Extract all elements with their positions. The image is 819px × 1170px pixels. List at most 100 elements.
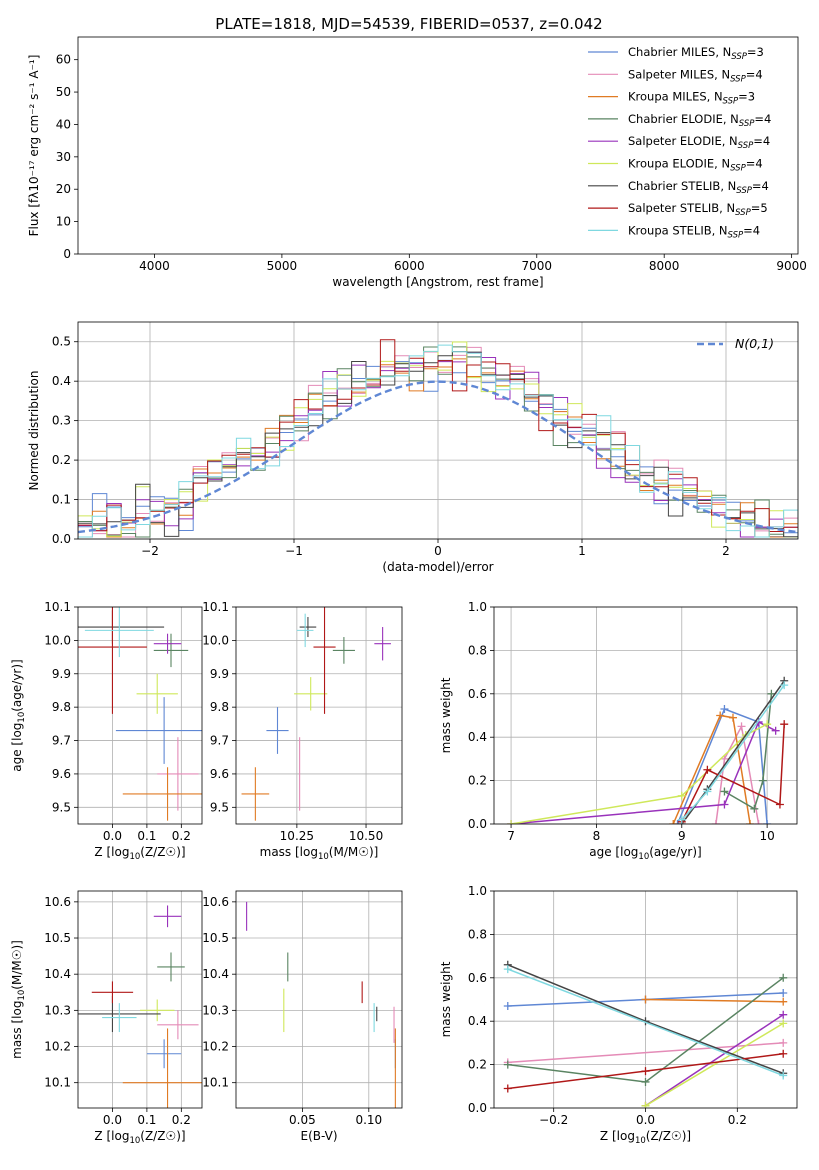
panel-age_vs_Z: 0.0 0.1 0.2 9.5 9.6 9.7 9.8 9.9 10.0 10.1 Z [log10… <box>10 600 203 862</box>
series-marker <box>703 787 712 796</box>
x-tick-label: 0.2 <box>728 1113 747 1127</box>
series-marker <box>750 804 759 813</box>
point-salpeter-stelib <box>91 981 134 1004</box>
series-marker <box>779 1038 788 1047</box>
x-tick-label: 10.50 <box>349 829 383 843</box>
x-tick-label: 6000 <box>394 259 425 273</box>
point-salpeter-elodie <box>153 905 182 928</box>
x-tick-label: 0.0 <box>636 1113 655 1127</box>
series-marker <box>673 820 682 824</box>
series-line <box>645 1014 784 1107</box>
y-tick-label: 0.2 <box>468 1058 487 1072</box>
y-tick-label: 10.3 <box>202 1003 229 1017</box>
series-marker <box>720 787 729 796</box>
y-tick-label: 0.8 <box>468 643 487 657</box>
x-tick-label: 4000 <box>139 259 170 273</box>
plot-area-weight_vs_age <box>507 676 789 824</box>
y-tick-label: 0.4 <box>52 374 71 388</box>
point-salpeter-elodie <box>374 627 391 661</box>
x-tick-label: 5000 <box>267 259 298 273</box>
series-marker <box>728 713 737 722</box>
y-tick-label: 10.1 <box>44 1076 71 1090</box>
point-kroupa-elodie <box>136 673 178 714</box>
y-axis-label: mass [log10(M/M☉)] <box>10 940 27 1059</box>
y-tick-label: 10.4 <box>44 967 71 981</box>
x-tick-label: 7 <box>507 829 515 843</box>
y-tick-label: 40 <box>56 117 71 131</box>
series-salpeter-miles <box>711 722 763 824</box>
series-marker <box>763 820 772 824</box>
point-kroupa-stelib <box>296 613 314 648</box>
series-marker <box>503 1084 512 1093</box>
series-marker <box>677 815 686 824</box>
y-tick-label: 9.8 <box>52 700 71 714</box>
x-tick-label: 0.0 <box>103 1113 122 1127</box>
series-marker <box>775 800 784 809</box>
legend-label: Kroupa ELODIE, NSSP=4 <box>628 157 763 174</box>
plot-area-weight_vs_Z <box>503 960 788 1108</box>
y-tick-label: 0.2 <box>52 453 71 467</box>
y-tick-label: 10 <box>56 215 71 229</box>
panel-spectrum: 4000 5000 6000 7000 8000 9000 0 10 20 30 40 50 60 wav… <box>27 36 807 289</box>
x-tick-label: 0.05 <box>289 1113 316 1127</box>
series-line <box>681 724 785 823</box>
series-marker <box>703 765 712 774</box>
y-tick-label: 0.4 <box>468 1014 487 1028</box>
y-tick-label: 9.6 <box>210 767 229 781</box>
series-marker <box>767 689 776 698</box>
series-line <box>507 1042 784 1064</box>
legend-label: Chabrier MILES, NSSP=3 <box>628 45 764 62</box>
y-axis-label: age [log10(age/yr)] <box>10 659 27 771</box>
y-tick-label: 10.6 <box>44 895 71 909</box>
point-chabrier-miles <box>266 707 289 754</box>
y-tick-label: 0.1 <box>52 493 71 507</box>
y-tick-label: 0.0 <box>468 1101 487 1115</box>
series-marker <box>641 1067 650 1076</box>
figure-title: PLATE=1818, MJD=54539, FIBERID=0537, z=0… <box>215 15 602 33</box>
series-marker <box>780 681 789 690</box>
x-tick-label: 0.2 <box>172 829 191 843</box>
x-axis-label: wavelength [Angstrom, rest frame] <box>332 275 543 289</box>
normal-curve <box>78 380 798 534</box>
x-tick-label: 10.25 <box>280 829 314 843</box>
plot-area-residuals <box>78 339 798 539</box>
series-marker <box>507 820 516 824</box>
series-marker <box>779 988 788 997</box>
series-marker <box>641 1077 650 1086</box>
series-marker <box>720 704 729 713</box>
legend-label: Salpeter STELIB, NSSP=5 <box>628 201 768 218</box>
plot-area-mass_vs_ebv <box>246 901 396 1108</box>
axes-frame <box>77 890 203 1109</box>
y-tick-label: 0 <box>63 247 71 261</box>
y-tick-label: 9.8 <box>210 700 229 714</box>
series-marker <box>737 722 746 731</box>
y-tick-label: 10.6 <box>202 895 229 909</box>
series-kroupa-elodie <box>641 1019 788 1108</box>
point-salpeter-miles <box>157 737 199 811</box>
point-salpeter-stelib <box>313 607 336 714</box>
series-marker <box>771 726 780 735</box>
series-marker <box>720 800 729 809</box>
point-chabrier-elodie <box>332 637 355 664</box>
legend-label: Kroupa MILES, NSSP=3 <box>628 90 755 107</box>
point-kroupa-miles <box>122 1028 202 1108</box>
series-marker <box>779 1049 788 1058</box>
legend-label: N(0,1) <box>735 336 774 351</box>
y-tick-label: 0.6 <box>468 687 487 701</box>
panel-age_vs_mass: 10.25 10.50 9.5 9.6 9.7 9.8 9.9 10.0 10.1 mass [l… <box>202 600 403 862</box>
legend-label: Salpeter ELODIE, NSSP=4 <box>628 134 770 151</box>
legend-label: Salpeter MILES, NSSP=4 <box>628 67 763 84</box>
y-tick-label: 30 <box>56 150 71 164</box>
series-marker <box>779 973 788 982</box>
x-tick-label: 10 <box>759 829 774 843</box>
axes-frame <box>493 606 798 825</box>
series-salpeter-elodie <box>507 718 780 824</box>
x-axis-label: Z [log10(Z/Z☉)] <box>94 1129 185 1146</box>
y-tick-label: 10.2 <box>202 1040 229 1054</box>
series-marker <box>780 720 789 729</box>
axes-frame <box>77 36 799 255</box>
axes-frame <box>235 606 403 825</box>
y-tick-label: 10.5 <box>202 931 229 945</box>
y-tick-label: 0.6 <box>468 971 487 985</box>
series-kroupa-miles <box>669 711 755 824</box>
